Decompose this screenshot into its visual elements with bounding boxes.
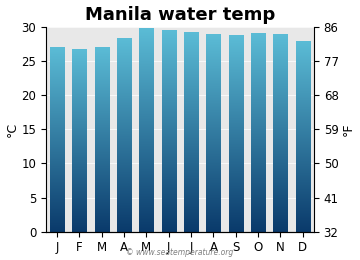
Text: © www.seatemperature.org: © www.seatemperature.org — [126, 248, 234, 257]
Y-axis label: °C: °C — [5, 121, 19, 137]
Title: Manila water temp: Manila water temp — [85, 5, 275, 24]
Y-axis label: °F: °F — [341, 122, 355, 136]
